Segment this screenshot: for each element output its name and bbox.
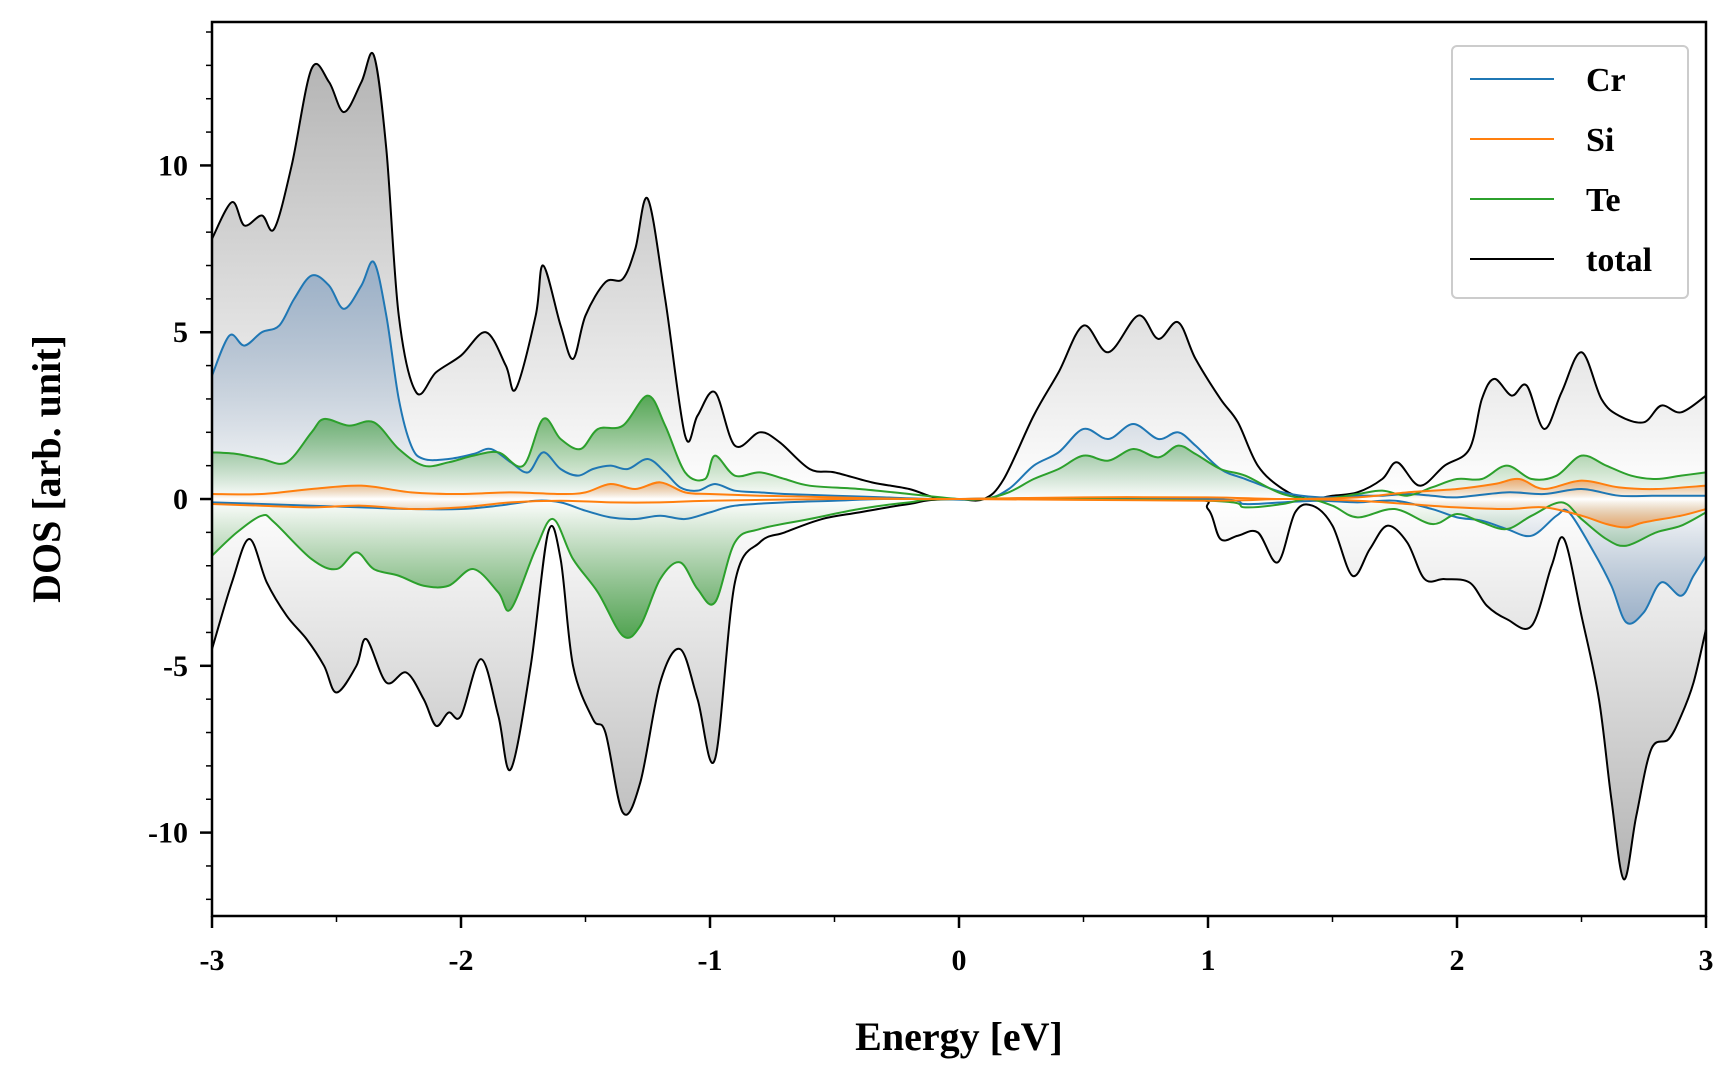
y-tick-label: -10 (148, 817, 188, 850)
y-tick-label: -5 (163, 650, 188, 683)
si-down-fill (212, 498, 1706, 528)
x-tick-label: 3 (1699, 944, 1714, 977)
y-tick-label: 5 (173, 316, 188, 349)
x-tick-label: 1 (1201, 944, 1216, 977)
x-tick-label: -3 (200, 944, 225, 977)
x-tick-label: -2 (449, 944, 474, 977)
si-up-fill (212, 478, 1706, 500)
te-down-line (211, 497, 1707, 639)
series-lines (211, 51, 1707, 881)
legend-label-si: Si (1586, 122, 1614, 159)
x-axis: -3 -2 -1 0 1 2 3 (200, 916, 1714, 977)
cr-down-fill (212, 498, 1706, 624)
legend-label-te: Te (1586, 182, 1621, 219)
legend-label-total: total (1586, 242, 1652, 279)
total-down-line (211, 497, 1707, 881)
y-axis-label: DOS [arb. unit] (24, 335, 69, 603)
x-tick-label: 2 (1450, 944, 1465, 977)
legend: Cr Si Te total (1451, 45, 1689, 299)
si-down-line (211, 497, 1707, 529)
cr-up-line (211, 260, 1706, 501)
total-up-fill (212, 52, 1706, 501)
total-up-line (211, 51, 1707, 502)
x-tick-label: 0 (952, 944, 967, 977)
legend-box (1451, 45, 1689, 299)
y-tick-label: 10 (158, 149, 188, 182)
legend-label-cr: Cr (1586, 62, 1626, 99)
y-tick-label: 0 (173, 483, 188, 516)
te-down-fill (212, 498, 1706, 638)
te-up-line (211, 394, 1707, 501)
total-down-fill (212, 498, 1706, 880)
x-axis-label: Energy [eV] (855, 1014, 1063, 1059)
y-axis: -10 -5 0 5 10 (148, 31, 212, 901)
x-tick-label: -1 (698, 944, 723, 977)
